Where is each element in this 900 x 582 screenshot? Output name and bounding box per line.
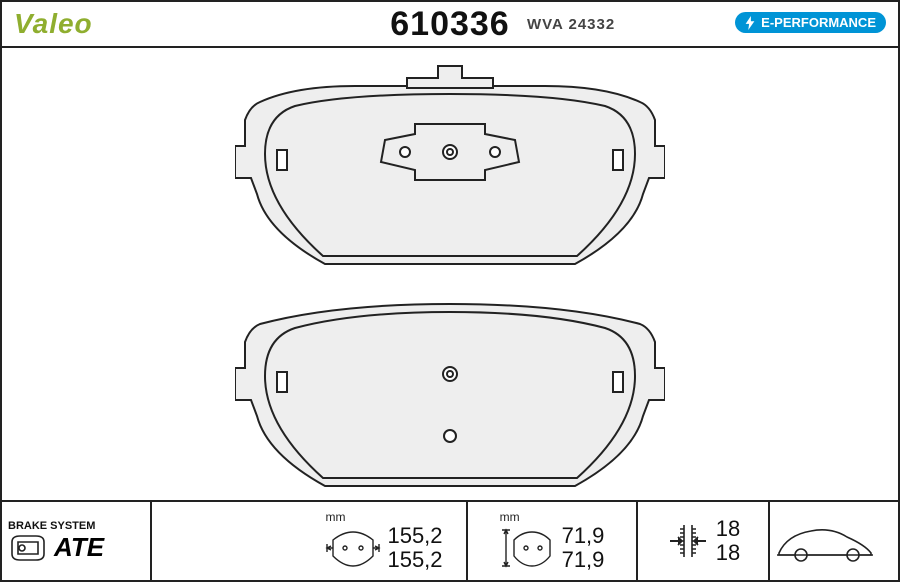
- width-value-1: 155,2: [387, 524, 442, 548]
- width-cell: mm 15: [302, 502, 468, 580]
- width-unit: mm: [325, 510, 345, 524]
- vehicle-cell: [770, 502, 880, 580]
- wva-code: WVA 24332: [527, 16, 615, 33]
- header: Valeo 610336 WVA 24332 E-PERFORMANCE: [2, 2, 898, 48]
- product-card: Valeo 610336 WVA 24332 E-PERFORMANCE: [0, 0, 900, 582]
- thickness-cell: 18 18: [638, 502, 770, 580]
- badge-text: E-PERFORMANCE: [761, 15, 876, 30]
- height-icon: [500, 526, 556, 570]
- brake-system-label: BRAKE SYSTEM: [8, 520, 144, 532]
- part-number: 610336: [390, 5, 509, 44]
- wva-value: 24332: [569, 16, 616, 33]
- width-value-2: 155,2: [387, 548, 442, 572]
- brake-system-name: ATE: [54, 532, 104, 563]
- diagram-area: [2, 48, 898, 500]
- wva-label: WVA: [527, 16, 563, 33]
- brake-system-cell: BRAKE SYSTEM ATE: [2, 502, 152, 580]
- height-cell: mm 71: [468, 502, 638, 580]
- height-value-1: 71,9: [562, 524, 605, 548]
- bolt-icon: [743, 16, 757, 30]
- brake-pad-bottom-drawing: [235, 296, 665, 496]
- caliper-icon: [8, 532, 48, 562]
- car-silhouette-icon: [775, 519, 875, 563]
- e-performance-badge: E-PERFORMANCE: [735, 12, 886, 33]
- thickness-value-2: 18: [716, 541, 740, 565]
- height-unit: mm: [500, 510, 520, 524]
- thickness-value-1: 18: [716, 517, 740, 541]
- thickness-icon: [666, 519, 710, 563]
- footer: BRAKE SYSTEM ATE mm: [2, 500, 898, 580]
- height-value-2: 71,9: [562, 548, 605, 572]
- brake-pad-top-drawing: [235, 64, 665, 274]
- brand-logo: Valeo: [14, 8, 93, 40]
- width-icon: [325, 526, 381, 570]
